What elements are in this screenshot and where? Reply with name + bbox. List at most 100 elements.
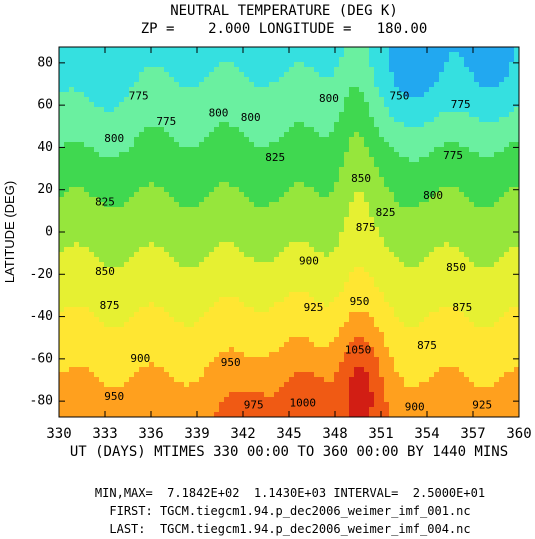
- field-cell: [119, 52, 125, 58]
- field-cell: [509, 177, 515, 183]
- field-cell: [459, 272, 465, 278]
- field-cell: [464, 117, 470, 123]
- field-cell: [119, 62, 125, 68]
- field-cell: [339, 127, 345, 133]
- field-cell: [459, 302, 465, 308]
- field-cell: [289, 52, 295, 58]
- field-cell: [379, 52, 385, 58]
- field-cell: [79, 167, 85, 173]
- field-cell: [444, 82, 450, 88]
- field-cell: [314, 202, 320, 208]
- field-cell: [94, 177, 100, 183]
- field-cell: [429, 282, 435, 288]
- field-cell: [199, 142, 205, 148]
- field-cell: [129, 302, 135, 308]
- field-cell: [454, 217, 460, 223]
- field-cell: [234, 242, 240, 248]
- field-cell: [69, 62, 75, 68]
- field-cell: [514, 77, 519, 83]
- field-cell: [134, 147, 140, 153]
- field-cell: [179, 167, 185, 173]
- field-cell: [274, 182, 280, 188]
- field-cell: [64, 217, 70, 223]
- field-cell: [174, 157, 180, 163]
- field-cell: [349, 282, 355, 288]
- field-cell: [439, 117, 445, 123]
- field-cell: [479, 57, 485, 63]
- field-cell: [294, 192, 300, 198]
- field-cell: [279, 137, 285, 143]
- field-cell: [284, 122, 290, 128]
- field-cell: [404, 297, 410, 303]
- field-cell: [474, 312, 480, 318]
- field-cell: [424, 282, 430, 288]
- field-cell: [149, 162, 155, 168]
- field-cell: [469, 282, 475, 288]
- field-cell: [164, 92, 170, 98]
- field-cell: [124, 67, 130, 73]
- field-cell: [299, 127, 305, 133]
- field-cell: [389, 177, 395, 183]
- field-cell: [364, 287, 370, 293]
- field-cell: [89, 262, 95, 268]
- field-cell: [259, 292, 265, 298]
- field-cell: [239, 82, 245, 88]
- field-cell: [194, 172, 200, 178]
- field-cell: [329, 282, 335, 288]
- field-cell: [234, 102, 240, 108]
- field-cell: [274, 112, 280, 118]
- field-cell: [374, 152, 380, 158]
- field-cell: [99, 132, 105, 138]
- field-cell: [474, 162, 480, 168]
- field-cell: [164, 112, 170, 118]
- field-cell: [64, 302, 70, 308]
- field-cell: [74, 312, 80, 318]
- field-cell: [274, 217, 280, 223]
- field-cell: [334, 57, 340, 63]
- field-cell: [194, 297, 200, 303]
- field-cell: [259, 187, 265, 193]
- field-cell: [104, 82, 110, 88]
- field-cell: [194, 267, 200, 273]
- field-cell: [404, 152, 410, 158]
- field-cell: [329, 177, 335, 183]
- field-cell: [274, 127, 280, 133]
- field-cell: [104, 102, 110, 108]
- field-cell: [124, 252, 130, 258]
- field-cell: [279, 102, 285, 108]
- field-cell: [294, 172, 300, 178]
- field-cell: [69, 147, 75, 153]
- field-cell: [309, 82, 315, 88]
- field-cell: [459, 112, 465, 118]
- field-cell: [484, 272, 490, 278]
- field-cell: [204, 72, 210, 78]
- field-cell: [104, 142, 110, 148]
- field-cell: [319, 232, 325, 238]
- field-cell: [134, 127, 140, 133]
- field-cell: [394, 242, 400, 248]
- field-cell: [199, 272, 205, 278]
- field-cell: [409, 172, 415, 178]
- field-cell: [394, 202, 400, 208]
- field-cell: [279, 112, 285, 118]
- field-cell: [494, 62, 500, 68]
- field-cell: [409, 57, 415, 63]
- field-cell: [379, 117, 385, 123]
- field-cell: [319, 287, 325, 293]
- field-cell: [469, 222, 475, 228]
- field-cell: [354, 257, 360, 263]
- field-cell: [249, 117, 255, 123]
- field-cell: [154, 227, 160, 233]
- field-cell: [259, 77, 265, 83]
- field-cell: [184, 57, 190, 63]
- field-cell: [64, 262, 70, 268]
- field-cell: [219, 62, 225, 68]
- field-cell: [449, 312, 455, 318]
- field-cell: [344, 237, 350, 243]
- field-cell: [214, 87, 220, 93]
- field-cell: [259, 282, 265, 288]
- field-cell: [449, 262, 455, 268]
- field-cell: [344, 182, 350, 188]
- field-cell: [209, 242, 215, 248]
- field-cell: [404, 102, 410, 108]
